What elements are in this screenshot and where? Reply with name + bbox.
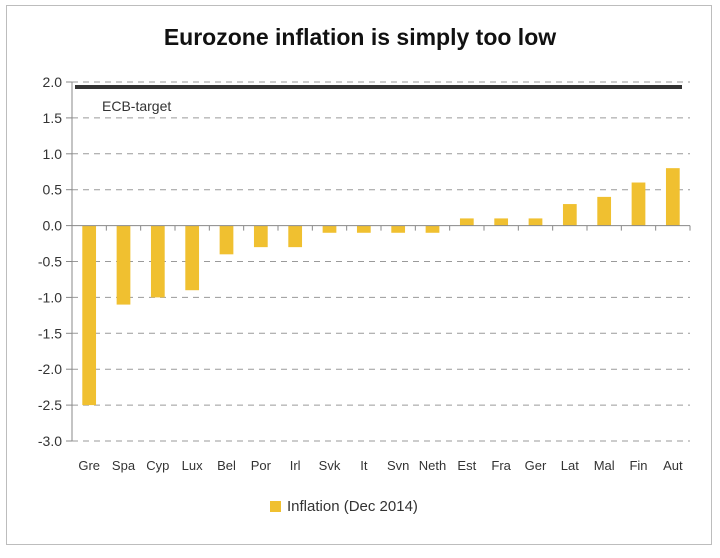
x-tick-label: Gre (78, 458, 100, 473)
bar-fra (494, 218, 509, 226)
bar-est (459, 218, 474, 226)
y-tick-label: 1.5 (43, 110, 63, 126)
reference-line-group: ECB-target (75, 85, 682, 114)
bar-spa (116, 225, 131, 305)
x-tick-label: Irl (290, 458, 301, 473)
bar-irl (288, 225, 303, 248)
y-tick-label: -2.5 (38, 397, 62, 413)
x-tick-label: Cyp (146, 458, 169, 473)
y-tick-label: 1.0 (43, 146, 63, 162)
x-tick-label: Fin (629, 458, 647, 473)
y-tick-label: 2.0 (43, 74, 63, 90)
bar-bel (219, 225, 234, 255)
gridlines (72, 81, 690, 442)
bar-lux (185, 225, 200, 291)
bars (82, 168, 680, 406)
x-tick-label: Svk (319, 458, 341, 473)
bar-aut (665, 168, 680, 226)
bar-cyp (150, 225, 165, 298)
y-tick-label: 0.5 (43, 182, 63, 198)
x-tick-label: Por (251, 458, 272, 473)
y-tick-label: -1.5 (38, 325, 62, 341)
legend-label: Inflation (Dec 2014) (287, 498, 418, 515)
bar-fin (631, 182, 646, 226)
bar-svk (322, 225, 337, 233)
y-axis: 2.0 1.5 1.0 0.5 0.0 -0.5 -1.0 -1.5 -2.0 -2.5 -3.0 (38, 74, 73, 449)
x-tick-label: Aut (663, 458, 683, 473)
legend: Inflation (Dec 2014) (270, 498, 418, 515)
bar-mal (597, 196, 612, 226)
ecb-target-label: ECB-target (102, 98, 171, 114)
x-tick-label: Svn (387, 458, 409, 473)
x-tick-label: Est (457, 458, 476, 473)
y-tick-label: 0.0 (43, 218, 63, 234)
y-tick-label: -2.0 (38, 361, 62, 377)
x-tick-label: Ger (525, 458, 547, 473)
x-tick-label: It (360, 458, 368, 473)
x-tick-label: Spa (112, 458, 136, 473)
x-axis: Gre Spa Cyp Lux Bel Por Irl Svk It Svn Neth Est Fra G… (71, 225, 691, 473)
bar-lat (562, 204, 577, 226)
bar-ger (528, 218, 543, 226)
x-tick-label: Lux (182, 458, 203, 473)
x-tick-label: Neth (419, 458, 446, 473)
bar-neth (425, 225, 440, 233)
bar-it (356, 225, 371, 233)
bar-por (253, 225, 268, 248)
chart-title: Eurozone inflation is simply too low (163, 24, 557, 50)
y-tick-label: -1.0 (38, 289, 62, 305)
x-tick-label: Mal (594, 458, 615, 473)
legend-swatch (270, 501, 281, 512)
bar-svn (391, 225, 406, 233)
x-tick-label: Fra (491, 458, 511, 473)
y-tick-label: -0.5 (38, 254, 62, 270)
y-tick-label: -3.0 (38, 433, 62, 449)
bar-gre (82, 225, 97, 406)
x-tick-label: Lat (561, 458, 579, 473)
x-tick-label: Bel (217, 458, 236, 473)
